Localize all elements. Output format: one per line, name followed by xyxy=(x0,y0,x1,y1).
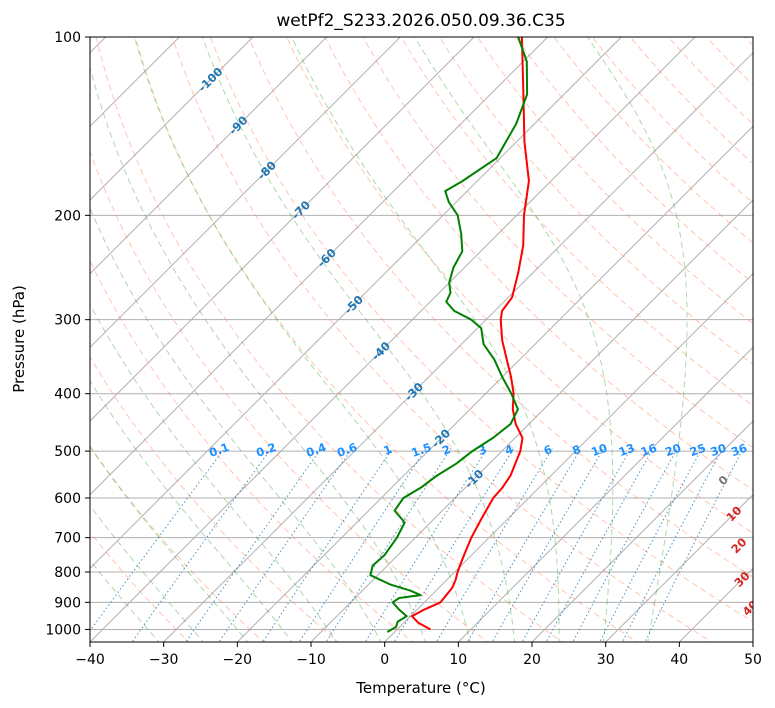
x-tick-label: −40 xyxy=(75,652,105,668)
mixing-ratio-line xyxy=(435,448,553,642)
mixing-ratio-label: 36 xyxy=(729,441,749,460)
dewpoint-line xyxy=(369,37,529,633)
isotherm-line xyxy=(90,37,254,201)
y-tick-label: 200 xyxy=(54,208,81,224)
mixing-ratio-line xyxy=(466,448,582,642)
moist-adiabat xyxy=(90,559,160,642)
mixing-ratio-line xyxy=(218,448,353,642)
x-tick-label: −30 xyxy=(149,652,179,668)
moist-adiabat xyxy=(90,65,427,642)
isotherm-line xyxy=(384,272,753,642)
isotherm-line xyxy=(163,51,753,642)
mixing-ratio-line xyxy=(298,448,427,642)
y-tick-label: 300 xyxy=(54,313,81,329)
y-tick-label: 800 xyxy=(54,565,81,581)
moist-adiabat xyxy=(414,37,614,642)
mixing-ratio-label: 0.2 xyxy=(254,440,278,460)
mixing-ratio-label: 20 xyxy=(663,441,683,460)
isotherm-line xyxy=(605,493,753,642)
background-lines xyxy=(90,24,775,645)
temperature-line xyxy=(410,37,530,631)
x-axis: −40 −30 −20 −10 0 10 20 30 40 50 xyxy=(75,642,762,668)
mixing-ratio-label: 16 xyxy=(639,441,659,460)
moist-adiabat xyxy=(586,37,688,642)
isotherm-line xyxy=(457,346,753,642)
moist-adiabat xyxy=(202,37,516,642)
y-axis: 100 200 300 400 500 600 700 800 900 1000 xyxy=(45,30,90,638)
mixing-ratio-label: 10 xyxy=(589,441,609,460)
isotherm-line xyxy=(90,37,401,349)
mixing-ratio-line xyxy=(545,448,654,642)
dry-adiabat xyxy=(90,150,489,642)
isotherm-line xyxy=(236,125,753,642)
y-tick-label: 100 xyxy=(54,30,81,46)
mixing-ratio-line xyxy=(185,448,322,642)
moist-adiabat xyxy=(90,380,293,642)
moist-adiabat xyxy=(90,303,338,642)
moist-adiabat xyxy=(90,445,249,642)
profiles xyxy=(369,37,530,633)
x-tick-label: −10 xyxy=(296,652,326,668)
mixing-ratio-line xyxy=(325,448,452,642)
y-tick-label: 1000 xyxy=(45,622,81,638)
y-tick-label: 700 xyxy=(54,531,81,547)
moist-adiabat xyxy=(291,37,560,642)
mixing-ratio-label: 0.6 xyxy=(335,440,359,460)
y-tick-label: 400 xyxy=(54,387,81,403)
mixing-ratio-line xyxy=(644,448,744,642)
x-tick-label: 50 xyxy=(744,652,762,668)
mixing-ratio-line xyxy=(131,448,272,642)
isotherm-line xyxy=(310,199,753,642)
x-tick-label: 0 xyxy=(380,652,389,668)
mixing-ratio-label: 30 xyxy=(708,441,728,460)
dry-adiabat xyxy=(770,24,775,645)
mixing-ratio-label: 13 xyxy=(617,441,637,460)
x-axis-label: Temperature (°C) xyxy=(355,679,485,697)
dry-adiabat xyxy=(95,37,564,642)
isotherm-line xyxy=(752,641,753,642)
mixing-ratio-line xyxy=(521,448,632,642)
mixing-ratio-line xyxy=(364,448,488,642)
moist-adiabat xyxy=(90,206,382,642)
isotherm-line xyxy=(90,37,328,275)
plot-frame xyxy=(89,36,754,643)
mixing-ratio-line xyxy=(621,448,723,642)
mixing-ratio-line xyxy=(393,448,515,642)
mixing-ratio-label: 0.4 xyxy=(304,440,328,460)
x-tick-label: 40 xyxy=(670,652,688,668)
isotherm-line xyxy=(531,420,753,642)
chart-title: wetPf2_S233.2026.050.09.36.C35 xyxy=(276,11,565,31)
x-tick-label: 20 xyxy=(523,652,541,668)
y-tick-label: 900 xyxy=(54,595,81,611)
dry-adiabat xyxy=(515,37,753,284)
dry-adiabat xyxy=(133,37,638,642)
x-tick-label: 10 xyxy=(449,652,467,668)
dry-adiabat xyxy=(90,259,414,642)
plot-background xyxy=(90,37,753,642)
dry-adiabat xyxy=(90,445,265,642)
mixing-ratio-label: 1.5 xyxy=(409,440,433,460)
y-tick-label: 500 xyxy=(54,444,81,460)
isotherm-line xyxy=(90,37,475,422)
dry-adiabat xyxy=(90,356,340,642)
isotherm-line xyxy=(90,37,696,642)
y-tick-label: 600 xyxy=(54,491,81,507)
isotherm-line xyxy=(90,37,549,496)
mixing-ratio-label: 25 xyxy=(688,441,708,460)
mixing-ratio-label: 0.1 xyxy=(207,440,231,460)
dry-adiabat xyxy=(209,37,753,623)
moist-adiabat xyxy=(90,504,204,642)
isotherm-line xyxy=(90,37,622,570)
x-tick-label: −20 xyxy=(223,652,253,668)
x-tick-label: 30 xyxy=(597,652,615,668)
y-axis-label: Pressure (hPa) xyxy=(10,285,28,393)
mixing-ratio-line xyxy=(262,448,393,642)
